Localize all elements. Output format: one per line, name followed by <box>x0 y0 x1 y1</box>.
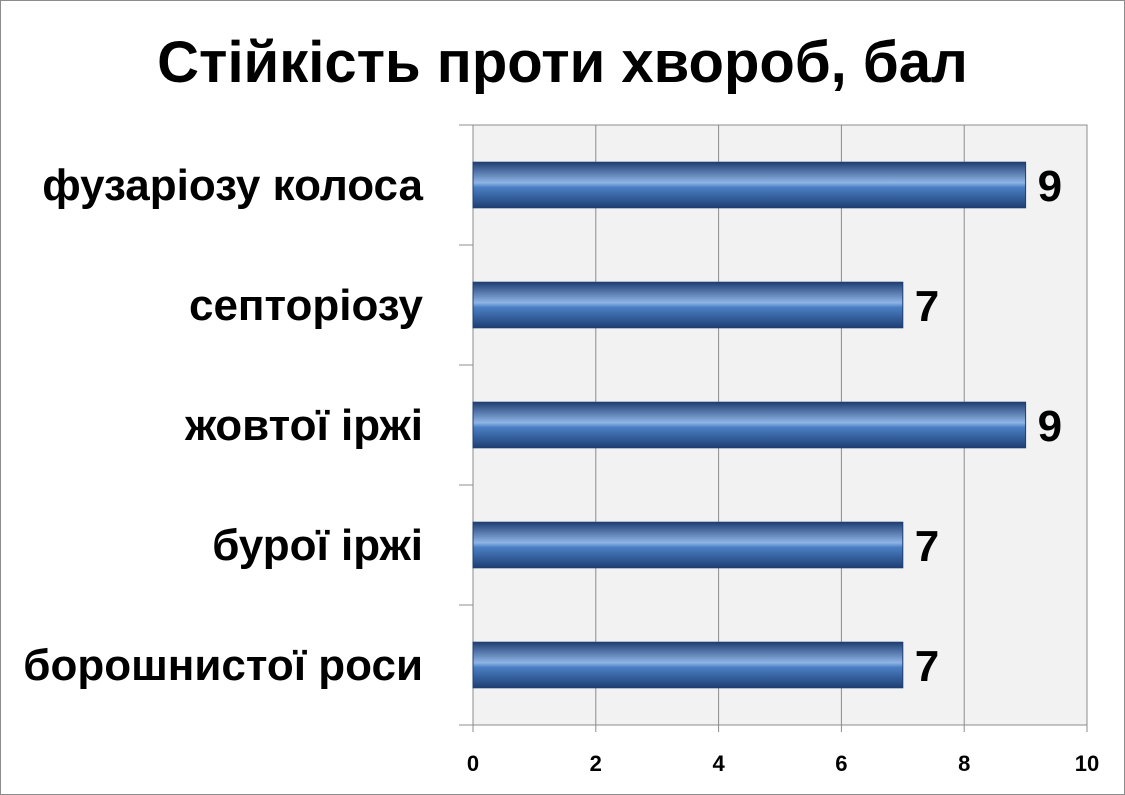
x-tick-label: 0 <box>467 751 479 776</box>
bar-1 <box>472 161 1027 209</box>
bar-3 <box>472 401 1027 449</box>
x-tick-label: 4 <box>712 751 725 776</box>
category-label: септоріозу <box>189 281 424 330</box>
value-label: 7 <box>915 522 939 571</box>
x-tick-label: 8 <box>958 751 970 776</box>
category-label: фузаріозу колоса <box>42 161 423 210</box>
bar-2 <box>472 281 904 329</box>
category-label: жовтої іржі <box>184 401 423 450</box>
category-label: бурої іржі <box>212 521 423 570</box>
value-label: 7 <box>915 282 939 331</box>
value-label: 9 <box>1038 162 1062 211</box>
x-tick-label: 6 <box>835 751 847 776</box>
bar-5 <box>472 641 904 689</box>
value-label: 9 <box>1038 402 1062 451</box>
chart-title: Стійкість проти хвороб, бал <box>157 30 968 95</box>
x-tick-label: 10 <box>1075 751 1099 776</box>
bar-4 <box>472 521 904 569</box>
category-label: борошнистої роси <box>23 641 423 690</box>
value-label: 7 <box>915 642 939 691</box>
x-tick-label: 2 <box>590 751 602 776</box>
